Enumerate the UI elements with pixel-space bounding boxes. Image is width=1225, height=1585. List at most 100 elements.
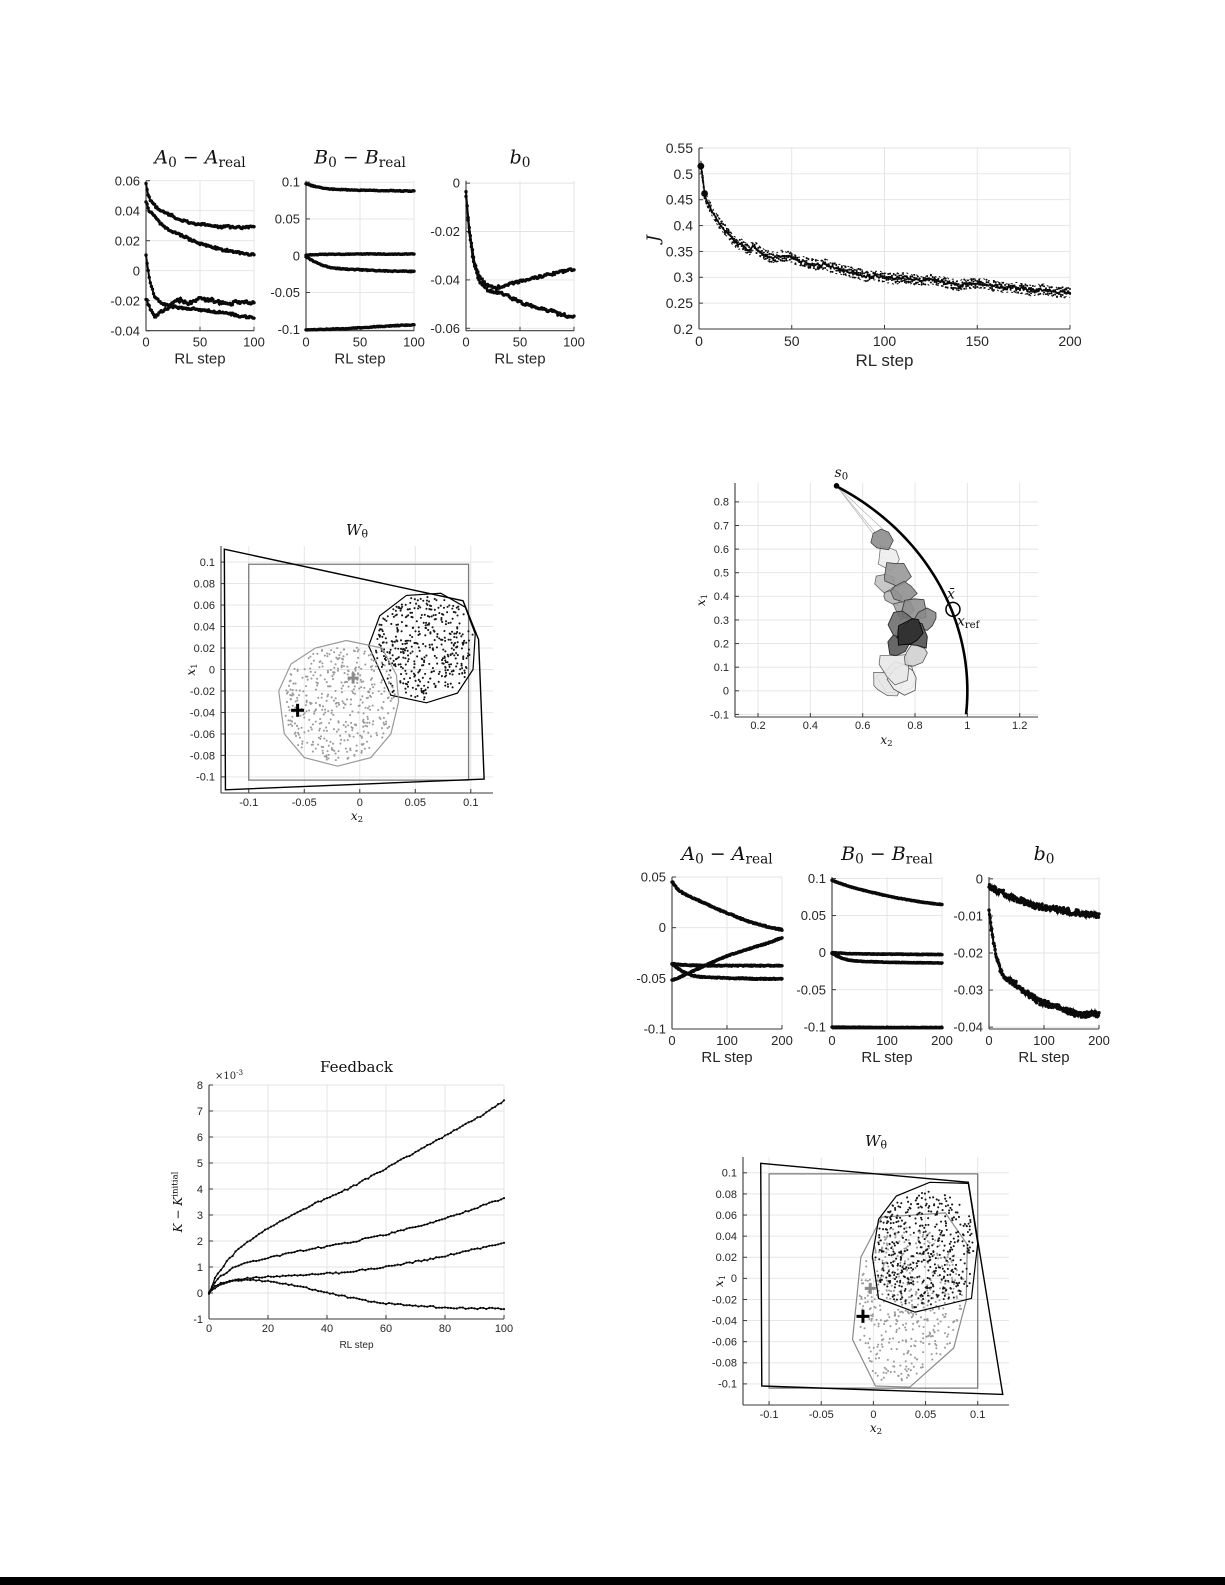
svg-text:0: 0 bbox=[659, 920, 666, 935]
svg-text:-0.06: -0.06 bbox=[190, 729, 215, 741]
svg-text:0: 0 bbox=[293, 248, 300, 263]
svg-text:100: 100 bbox=[876, 1033, 898, 1048]
svg-text:0.3: 0.3 bbox=[714, 615, 729, 627]
dot-cloud bbox=[304, 255, 416, 274]
svg-text:xref: xref bbox=[957, 613, 981, 631]
svg-text:0.05: 0.05 bbox=[801, 908, 826, 923]
svg-text:-1: -1 bbox=[193, 1314, 203, 1326]
svg-text:0: 0 bbox=[985, 1033, 992, 1048]
svg-text:0.08: 0.08 bbox=[716, 1189, 737, 1201]
svg-text:-0.08: -0.08 bbox=[712, 1358, 737, 1370]
svg-text:-0.05: -0.05 bbox=[292, 797, 317, 809]
fan-line bbox=[836, 485, 890, 536]
svg-text:0.05: 0.05 bbox=[275, 211, 300, 226]
svg-text:RL step: RL step bbox=[339, 1340, 374, 1351]
reachable-set-blob bbox=[884, 562, 912, 587]
svg-text:B0 − Breal: B0 − Breal bbox=[840, 843, 933, 867]
svg-text:Wθ: Wθ bbox=[346, 521, 368, 541]
svg-text:200: 200 bbox=[931, 1033, 953, 1048]
svg-text:0: 0 bbox=[142, 335, 149, 350]
svg-text:100: 100 bbox=[563, 335, 585, 350]
reachable-set-blob bbox=[903, 643, 928, 667]
svg-text:B0 − Breal: B0 − Breal bbox=[313, 147, 406, 171]
svg-text:0: 0 bbox=[668, 1033, 675, 1048]
svg-text:0: 0 bbox=[976, 871, 983, 886]
svg-text:0.08: 0.08 bbox=[194, 578, 215, 590]
series bbox=[207, 1099, 506, 1311]
svg-text:0.4: 0.4 bbox=[674, 217, 694, 233]
svg-text:0.05: 0.05 bbox=[405, 797, 426, 809]
svg-text:50: 50 bbox=[193, 335, 207, 350]
svg-text:100: 100 bbox=[403, 335, 425, 350]
page-bottom-border bbox=[0, 1577, 1225, 1585]
svg-text:b0: b0 bbox=[510, 147, 531, 171]
dot-cloud bbox=[670, 880, 784, 932]
svg-text:s0: s0 bbox=[835, 465, 849, 483]
svg-text:150: 150 bbox=[966, 333, 990, 349]
dot-cloud bbox=[670, 962, 784, 982]
svg-text:-0.05: -0.05 bbox=[636, 971, 666, 986]
svg-text:-0.1: -0.1 bbox=[710, 709, 729, 721]
bounds-square bbox=[248, 563, 470, 781]
svg-text:0.06: 0.06 bbox=[115, 173, 140, 188]
svg-text:0.1: 0.1 bbox=[970, 1409, 985, 1421]
state-sets bbox=[223, 548, 485, 791]
svg-text:0.2: 0.2 bbox=[674, 321, 694, 337]
series bbox=[304, 182, 416, 332]
dot-cloud bbox=[374, 596, 474, 701]
svg-text:60: 60 bbox=[380, 1323, 392, 1335]
bounds-quad bbox=[223, 548, 485, 791]
svg-text:x1: x1 bbox=[712, 1275, 728, 1287]
svg-text:x2: x2 bbox=[351, 809, 363, 825]
svg-text:1: 1 bbox=[964, 720, 970, 732]
svg-text:50: 50 bbox=[353, 335, 367, 350]
xref-marker bbox=[945, 601, 961, 618]
svg-text:200: 200 bbox=[771, 1033, 793, 1048]
dot-cloud bbox=[830, 950, 944, 957]
svg-text:0.8: 0.8 bbox=[714, 497, 729, 509]
axes: 0.2 0.4 0.6 0.8 1 1.2 0.8 0.7 0.6 0.5 0.4 0.3 0.2 0.1… bbox=[710, 483, 1038, 732]
dot-cloud bbox=[207, 1241, 506, 1294]
svg-text:0.8: 0.8 bbox=[907, 720, 922, 732]
hull-sampled-set-dark bbox=[368, 592, 476, 704]
svg-text:Wθ: Wθ bbox=[865, 1132, 887, 1152]
svg-text:3: 3 bbox=[197, 1210, 203, 1222]
svg-text:RL step: RL step bbox=[1018, 1049, 1069, 1066]
svg-text:×10-3: ×10-3 bbox=[215, 1068, 244, 1082]
svg-text:x2: x2 bbox=[870, 1421, 882, 1437]
svg-text:200: 200 bbox=[1088, 1033, 1110, 1048]
svg-text:-0.02: -0.02 bbox=[712, 1294, 737, 1306]
svg-text:0: 0 bbox=[828, 1033, 835, 1048]
svg-text:0: 0 bbox=[462, 335, 469, 350]
svg-text:2: 2 bbox=[197, 1236, 203, 1248]
dot-cloud bbox=[284, 646, 396, 762]
svg-text:100: 100 bbox=[495, 1323, 513, 1335]
svg-text:5: 5 bbox=[197, 1158, 203, 1170]
chart-state-trajectory: 0.2 0.4 0.6 0.8 1 1.2 0.8 0.7 0.6 0.5 0.4 0.3 0.2 0.1… bbox=[694, 465, 1038, 749]
svg-text:-0.05: -0.05 bbox=[809, 1409, 834, 1421]
dot-cloud bbox=[144, 200, 256, 257]
svg-text:0: 0 bbox=[206, 1323, 212, 1335]
svg-text:x2: x2 bbox=[880, 733, 892, 749]
dot-cloud bbox=[830, 1025, 944, 1030]
series bbox=[464, 190, 576, 319]
svg-text:0: 0 bbox=[197, 1288, 203, 1300]
svg-text:-0.02: -0.02 bbox=[190, 686, 215, 698]
svg-text:J: J bbox=[644, 234, 664, 245]
svg-text:0: 0 bbox=[209, 664, 215, 676]
fan-line bbox=[836, 485, 874, 534]
svg-text:RL step: RL step bbox=[494, 351, 545, 368]
svg-text:0.1: 0.1 bbox=[282, 175, 300, 190]
series-line-k4 bbox=[208, 1279, 505, 1310]
svg-text:0.35: 0.35 bbox=[666, 243, 693, 259]
svg-text:-0.05: -0.05 bbox=[796, 982, 826, 997]
hull-sampled-set-gray bbox=[851, 1212, 968, 1388]
svg-text:-0.1: -0.1 bbox=[644, 1022, 666, 1037]
dot-cloud bbox=[670, 961, 784, 968]
series-line-k3 bbox=[208, 1242, 505, 1293]
chart-B0-Breal-run2: 0 100 200 0.1 0.05 0 -0.05 -0.1 B0 − Breal RL ste… bbox=[796, 843, 953, 1066]
svg-text:-0.03: -0.03 bbox=[953, 983, 983, 998]
series bbox=[670, 880, 784, 982]
svg-text:100: 100 bbox=[873, 333, 897, 349]
